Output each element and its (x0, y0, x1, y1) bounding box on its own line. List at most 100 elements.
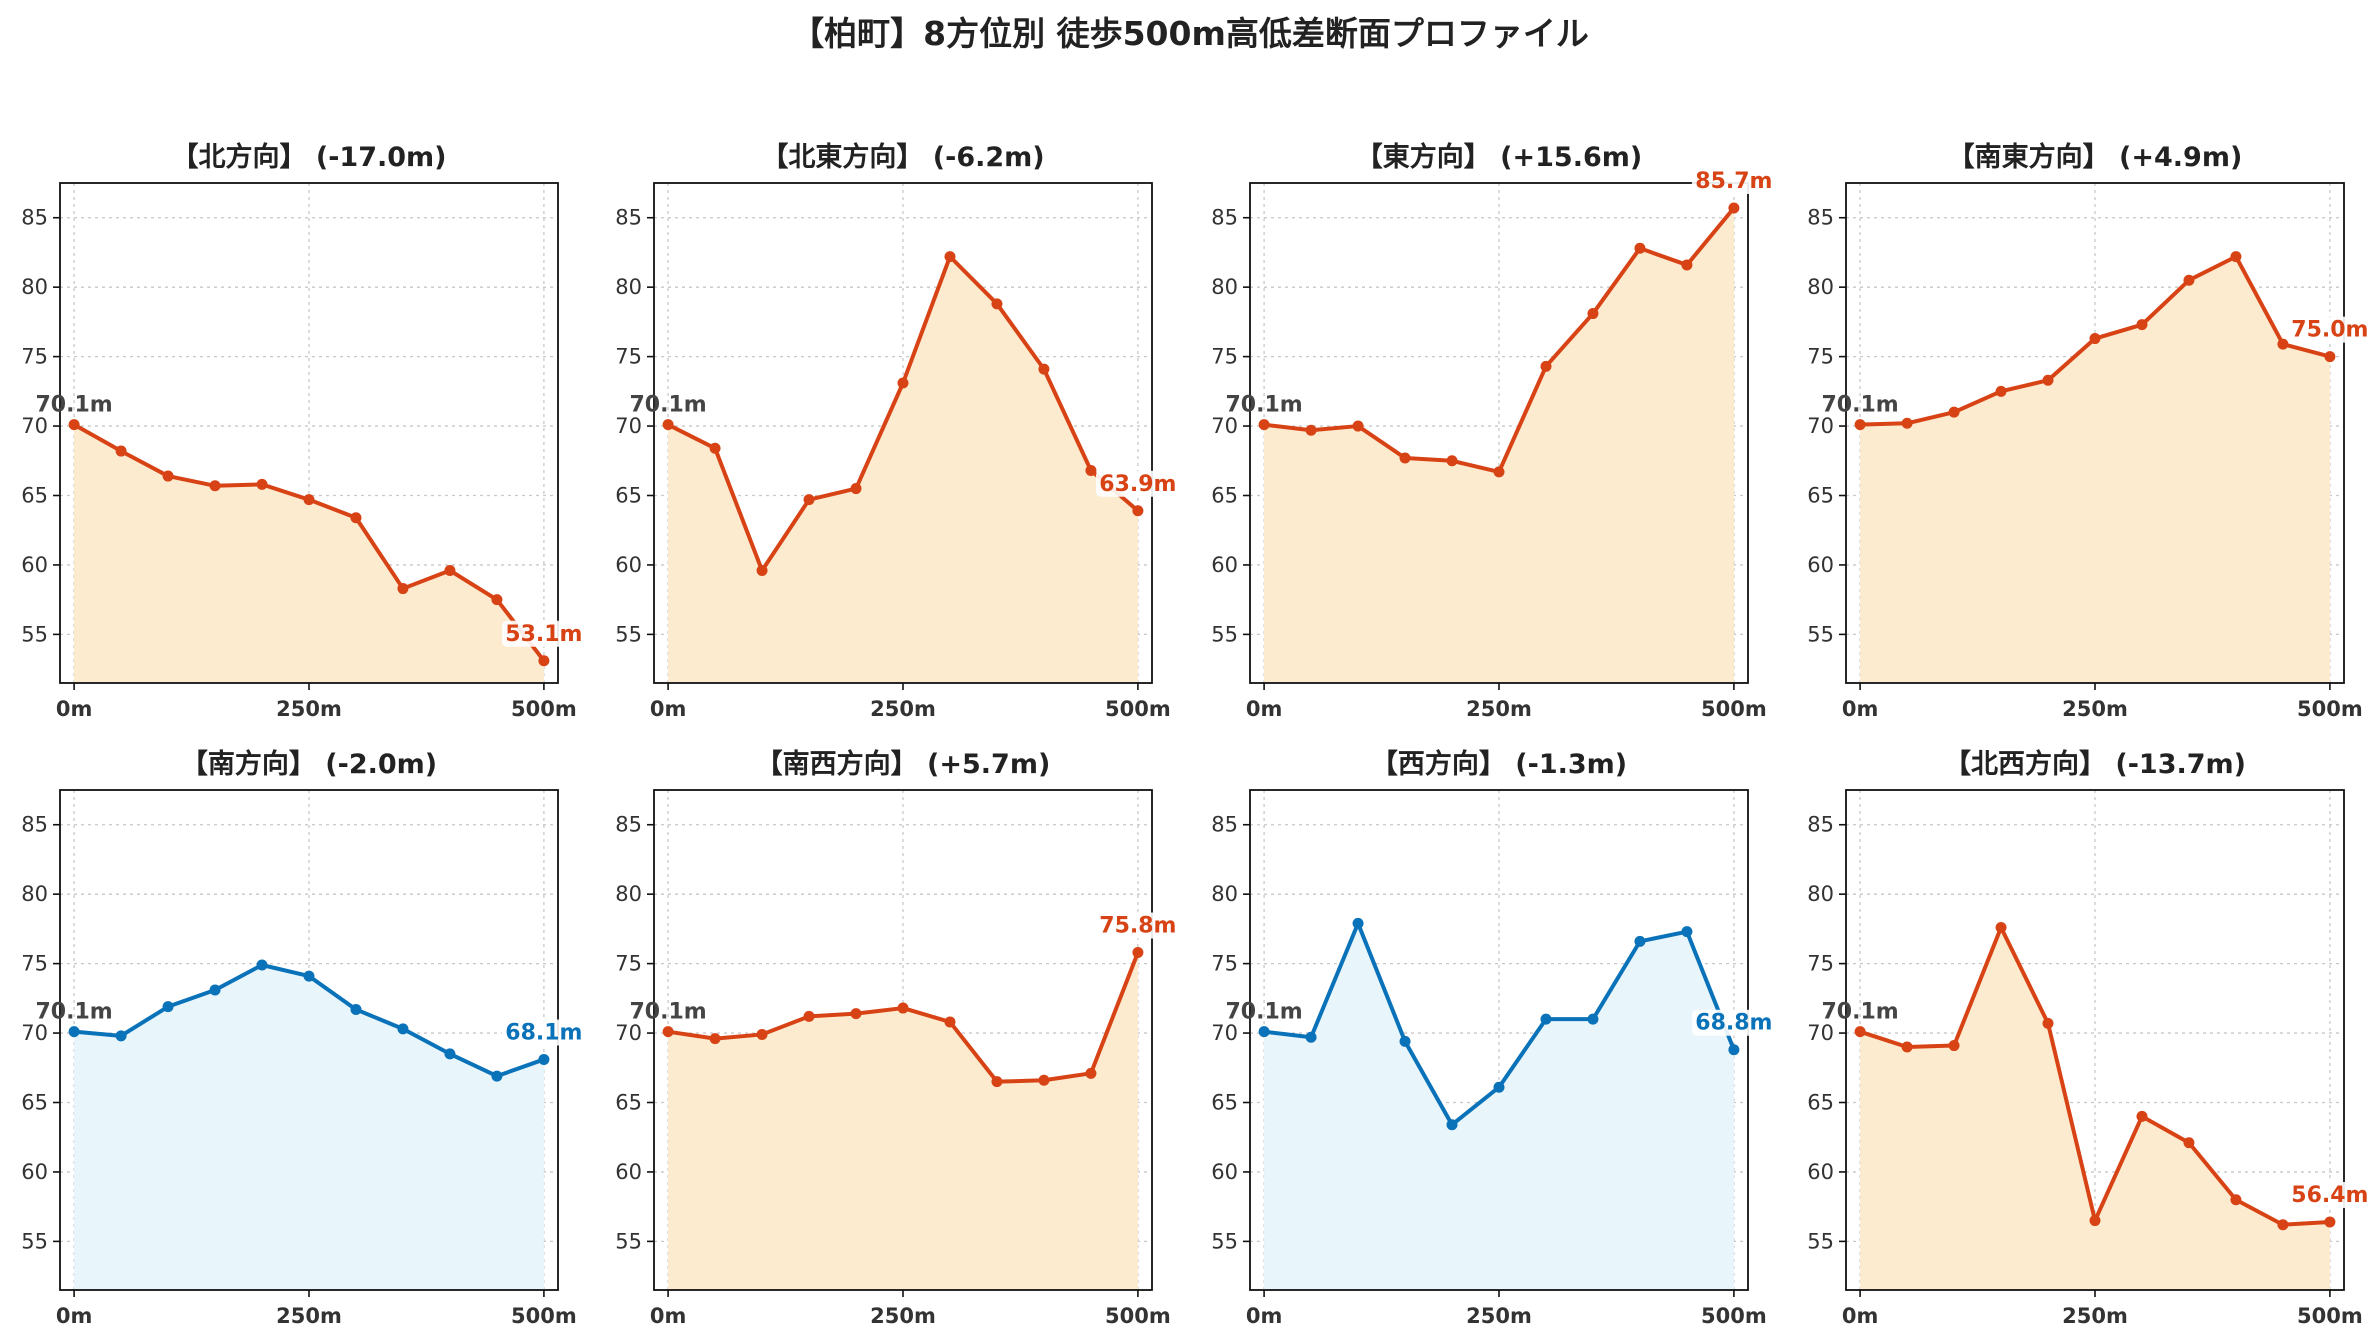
end-label-box (501, 620, 586, 647)
chart-panel: 55 60 65 70 75 80 85 0m 250m 500m 【北東方向】 (-6.2m) 70… (615, 141, 1180, 721)
x-tick-label: 0m (650, 697, 687, 721)
data-point (1728, 1044, 1740, 1056)
y-tick-label: 65 (615, 484, 642, 508)
area-fill (1860, 927, 2330, 1290)
data-point (1587, 1013, 1599, 1025)
x-tick-label: 0m (1842, 1304, 1879, 1328)
data-point (2277, 1219, 2289, 1231)
data-point (897, 1002, 909, 1014)
data-point (1446, 455, 1458, 467)
area-fill (74, 965, 544, 1290)
y-tick-label: 80 (21, 275, 48, 299)
y-tick-label: 75 (615, 345, 642, 369)
data-point (1085, 465, 1097, 476)
data-point (1728, 202, 1740, 214)
y-tick-label: 85 (1211, 206, 1238, 230)
y-tick-label: 80 (21, 882, 48, 906)
data-point (2324, 351, 2336, 363)
x-tick-label: 0m (1246, 697, 1283, 721)
data-point (991, 1076, 1003, 1088)
y-tick-label: 65 (1807, 484, 1834, 508)
y-tick-label: 75 (21, 345, 48, 369)
panel-title: 【南西方向】 (+5.7m) (756, 748, 1051, 780)
data-point (538, 1053, 550, 1065)
data-point (491, 1070, 503, 1082)
data-point (1258, 419, 1270, 431)
data-point (303, 970, 315, 982)
data-point (1132, 947, 1144, 958)
data-point (662, 419, 674, 431)
data-point (709, 442, 721, 454)
x-tick-label: 250m (1466, 697, 1532, 721)
data-point (1305, 424, 1317, 436)
x-tick-label: 250m (276, 1304, 342, 1328)
y-tick-label: 55 (615, 622, 642, 646)
data-point (1493, 1081, 1505, 1093)
data-point (662, 1026, 674, 1038)
data-point (1540, 1013, 1552, 1025)
y-tick-label: 80 (1211, 275, 1238, 299)
data-point (850, 483, 862, 495)
y-tick-label: 65 (21, 484, 48, 508)
data-point (944, 251, 956, 263)
end-label-box (1095, 912, 1180, 939)
chart-panel: 55 60 65 70 75 80 85 0m 250m 500m 【西方向】 (-1.3m) 70.… (1211, 748, 1776, 1328)
y-tick-label: 80 (1807, 882, 1834, 906)
chart-panel: 55 60 65 70 75 80 85 0m 250m 500m 【南東方向】 (+4.9m) 70… (1807, 141, 2372, 721)
data-point (897, 377, 909, 389)
data-point (1352, 917, 1364, 929)
x-tick-label: 500m (1701, 697, 1767, 721)
end-label-box (1691, 168, 1776, 194)
data-point (256, 478, 268, 490)
x-tick-label: 250m (276, 697, 342, 721)
data-point (1493, 466, 1505, 478)
data-point (2042, 374, 2054, 386)
data-point (162, 470, 174, 482)
data-point (397, 1023, 409, 1035)
data-point (68, 1026, 80, 1038)
data-point (803, 1010, 815, 1022)
start-elevation-label: 70.1m (629, 393, 706, 418)
y-tick-label: 80 (1211, 882, 1238, 906)
y-tick-label: 65 (1211, 484, 1238, 508)
x-tick-label: 0m (56, 1304, 93, 1328)
data-point (538, 655, 550, 667)
x-tick-label: 0m (56, 697, 93, 721)
start-elevation-label: 70.1m (35, 1000, 112, 1025)
chart-panel: 55 60 65 70 75 80 85 0m 250m 500m 【北方向】 (-17.0m) 70… (21, 141, 586, 721)
y-tick-label: 75 (1807, 345, 1834, 369)
y-tick-label: 55 (615, 1229, 642, 1253)
y-tick-label: 85 (21, 813, 48, 837)
data-point (2089, 333, 2101, 345)
chart-panel: 55 60 65 70 75 80 85 0m 250m 500m 【北西方向】 (-13.7m) 7… (1807, 748, 2372, 1328)
y-tick-label: 55 (1807, 622, 1834, 646)
data-point (756, 565, 768, 576)
y-tick-label: 65 (615, 1091, 642, 1115)
y-tick-label: 70 (615, 414, 642, 438)
start-elevation-label: 70.1m (629, 1000, 706, 1025)
x-tick-label: 500m (1105, 1304, 1171, 1328)
y-tick-label: 80 (1807, 275, 1834, 299)
data-point (991, 298, 1003, 310)
x-tick-label: 0m (1246, 1304, 1283, 1328)
panel-title: 【西方向】 (-1.3m) (1371, 748, 1627, 780)
panel-title: 【南方向】 (-2.0m) (181, 748, 437, 780)
panel-title: 【北方向】 (-17.0m) (171, 141, 446, 173)
data-point (2136, 1110, 2148, 1122)
y-tick-label: 55 (1807, 1229, 1834, 1253)
y-tick-label: 55 (21, 1229, 48, 1253)
y-tick-label: 80 (615, 882, 642, 906)
chart-panel: 55 60 65 70 75 80 85 0m 250m 500m 【南西方向】 (+5.7m) 70… (615, 748, 1180, 1328)
figure-title: 【柏町】8方位別 徒歩500m高低差断面プロファイル (791, 14, 1589, 53)
y-tick-label: 55 (1211, 622, 1238, 646)
data-point (1634, 935, 1646, 947)
data-point (756, 1028, 768, 1040)
area-fill (1860, 256, 2330, 683)
end-label-box (1691, 1009, 1776, 1036)
x-tick-label: 250m (1466, 1304, 1532, 1328)
y-tick-label: 70 (1807, 414, 1834, 438)
y-tick-label: 80 (615, 275, 642, 299)
data-point (2324, 1216, 2336, 1228)
data-point (1901, 417, 1913, 429)
